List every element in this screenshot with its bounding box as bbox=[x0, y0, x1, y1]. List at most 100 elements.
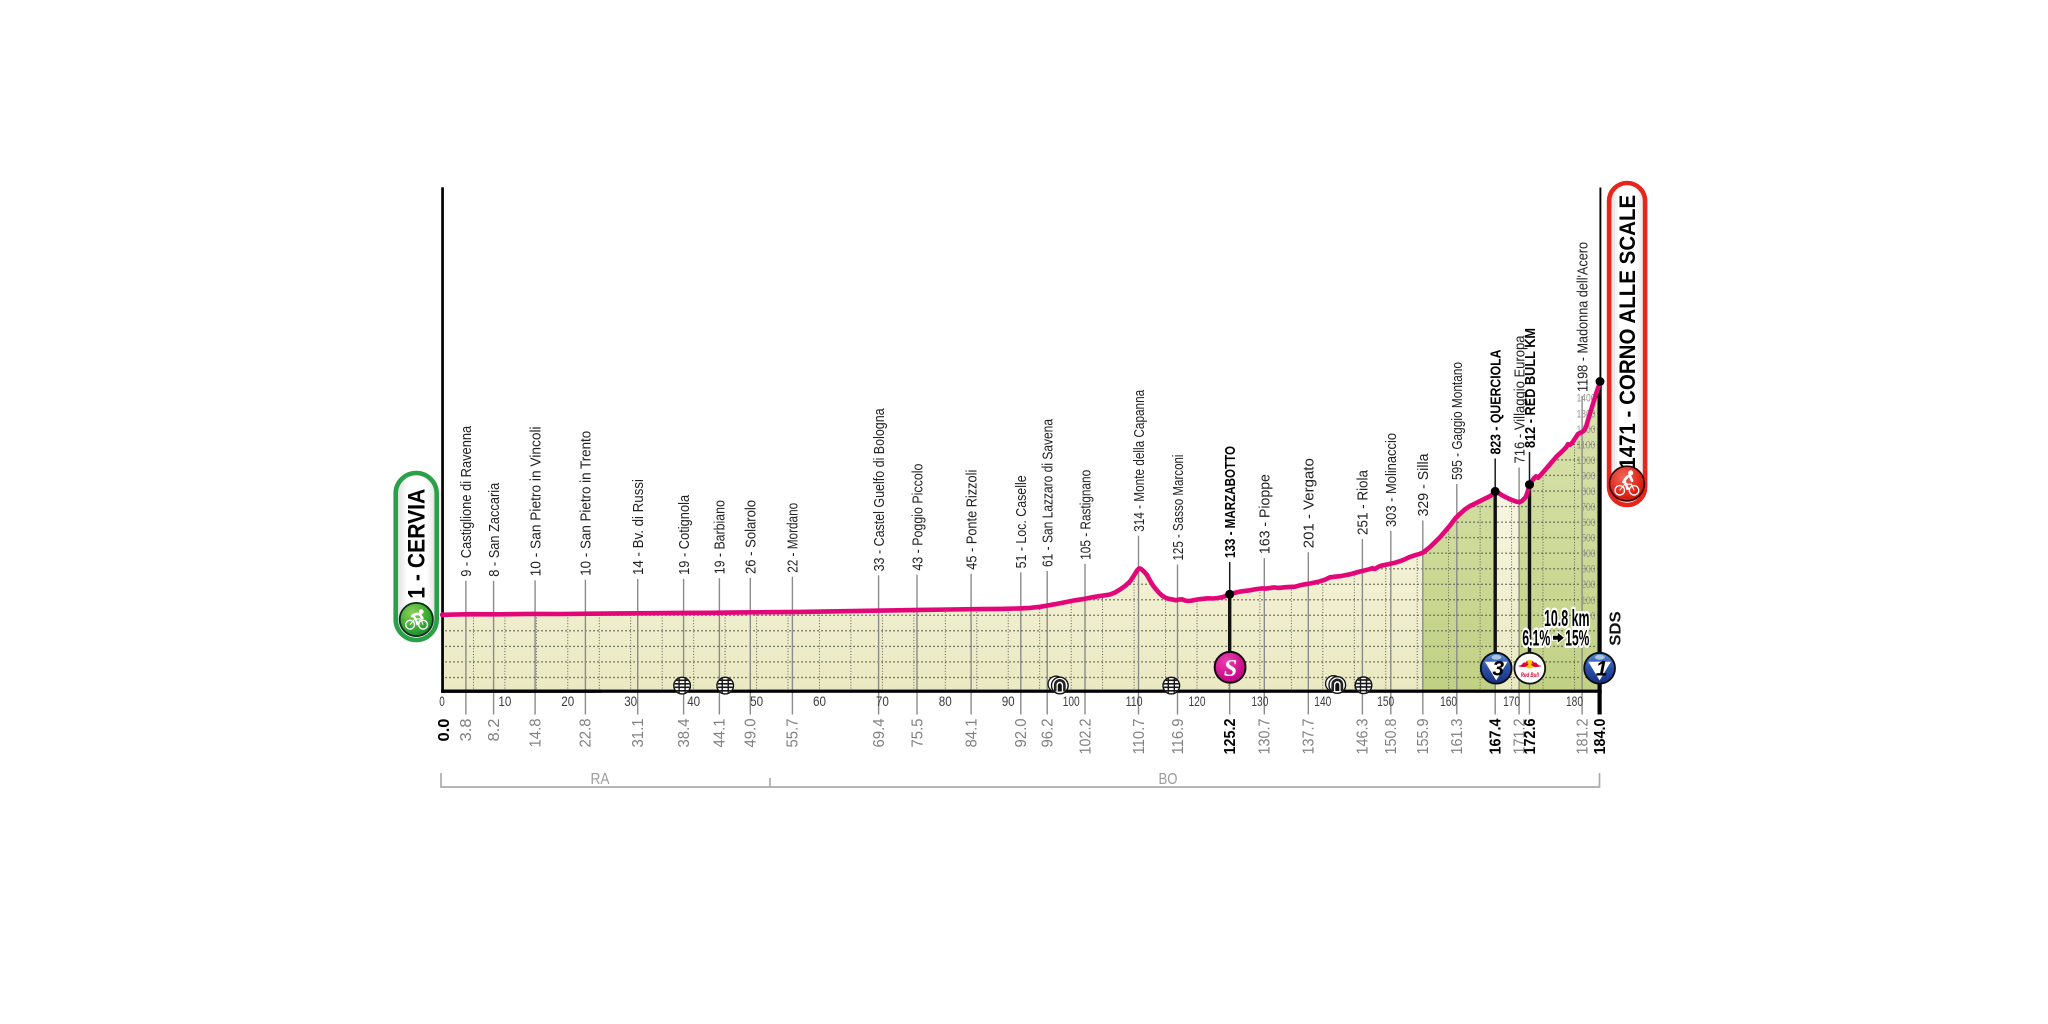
svg-text:100: 100 bbox=[1581, 595, 1595, 607]
svg-text:BO: BO bbox=[1159, 771, 1178, 788]
svg-text:600: 600 bbox=[1581, 517, 1595, 529]
svg-text:92.0: 92.0 bbox=[1013, 718, 1030, 747]
svg-text:90: 90 bbox=[1002, 694, 1015, 709]
svg-text:201 - Vergato: 201 - Vergato bbox=[1301, 458, 1318, 548]
svg-text:96.2: 96.2 bbox=[1040, 719, 1057, 748]
svg-text:1100: 1100 bbox=[1577, 439, 1596, 451]
svg-text:812 - RED BULL KM: 812 - RED BULL KM bbox=[1522, 328, 1539, 448]
svg-text:1000: 1000 bbox=[1577, 455, 1596, 467]
svg-text:51 - Loc. Caselle: 51 - Loc. Caselle bbox=[1013, 475, 1030, 568]
svg-text:700: 700 bbox=[1581, 502, 1595, 514]
svg-text:161.3: 161.3 bbox=[1449, 719, 1466, 755]
svg-text:116.9: 116.9 bbox=[1170, 719, 1187, 755]
svg-text:31.1: 31.1 bbox=[630, 719, 647, 748]
svg-text:184.0: 184.0 bbox=[1592, 719, 1609, 755]
svg-text:61 - San Lazzaro di Savena: 61 - San Lazzaro di Savena bbox=[1040, 418, 1057, 567]
svg-text:84.1: 84.1 bbox=[963, 719, 980, 748]
svg-text:150: 150 bbox=[1377, 694, 1394, 709]
svg-text:329 - Silla: 329 - Silla bbox=[1415, 453, 1432, 517]
svg-text:3: 3 bbox=[1492, 658, 1504, 681]
svg-text:130.7: 130.7 bbox=[1257, 719, 1274, 755]
svg-text:163 - Pioppe: 163 - Pioppe bbox=[1257, 474, 1274, 554]
svg-text:120: 120 bbox=[1189, 694, 1206, 709]
svg-text:75.5: 75.5 bbox=[909, 719, 926, 748]
svg-text:8.2: 8.2 bbox=[486, 719, 503, 742]
svg-text:900: 900 bbox=[1581, 470, 1595, 482]
svg-text:45 - Ponte Rizzoli: 45 - Ponte Rizzoli bbox=[963, 470, 980, 570]
svg-text:823 - QUERCIOLA: 823 - QUERCIOLA bbox=[1488, 349, 1505, 454]
svg-text:Red Bull: Red Bull bbox=[1521, 672, 1539, 679]
svg-text:RA: RA bbox=[591, 771, 611, 788]
svg-text:14 - Bv. di Russi: 14 - Bv. di Russi bbox=[630, 479, 647, 575]
svg-text:155.9: 155.9 bbox=[1415, 719, 1432, 755]
svg-text:22 - Mordano: 22 - Mordano bbox=[785, 503, 802, 573]
svg-text:22.8: 22.8 bbox=[578, 719, 595, 748]
svg-text:20: 20 bbox=[561, 694, 574, 709]
svg-text:80: 80 bbox=[939, 694, 952, 709]
svg-text:40: 40 bbox=[687, 694, 700, 709]
svg-text:70: 70 bbox=[876, 694, 889, 709]
svg-text:55.7: 55.7 bbox=[785, 719, 802, 748]
svg-text:125.2: 125.2 bbox=[1222, 719, 1239, 755]
svg-text:44.1: 44.1 bbox=[712, 719, 729, 748]
svg-text:100: 100 bbox=[1063, 694, 1080, 709]
svg-text:102.2: 102.2 bbox=[1077, 719, 1094, 755]
svg-text:110.7: 110.7 bbox=[1131, 719, 1148, 755]
svg-text:300: 300 bbox=[1581, 564, 1595, 576]
svg-text:314 - Monte della Capanna: 314 - Monte della Capanna bbox=[1131, 389, 1148, 532]
svg-text:200: 200 bbox=[1581, 579, 1595, 591]
svg-text:33 - Castel Guelfo di Bologna: 33 - Castel Guelfo di Bologna bbox=[871, 408, 888, 572]
svg-text:30: 30 bbox=[624, 694, 637, 709]
svg-text:110: 110 bbox=[1126, 694, 1143, 709]
svg-text:50: 50 bbox=[750, 694, 763, 709]
svg-text:172.6: 172.6 bbox=[1522, 718, 1539, 754]
svg-text:0: 0 bbox=[1591, 610, 1596, 622]
svg-text:S: S bbox=[1224, 656, 1237, 682]
svg-text:140: 140 bbox=[1314, 694, 1331, 709]
svg-text:26 - Solarolo: 26 - Solarolo bbox=[743, 500, 760, 574]
svg-text:9 - Castiglione di Ravenna: 9 - Castiglione di Ravenna bbox=[458, 425, 475, 577]
svg-text:595 - Gaggio Montano: 595 - Gaggio Montano bbox=[1449, 362, 1466, 480]
svg-text:146.3: 146.3 bbox=[1355, 719, 1372, 755]
svg-text:130: 130 bbox=[1251, 694, 1268, 709]
svg-text:180: 180 bbox=[1566, 694, 1583, 709]
svg-text:251 - Riola: 251 - Riola bbox=[1355, 469, 1372, 535]
svg-text:400: 400 bbox=[1581, 548, 1595, 560]
svg-text:0.0: 0.0 bbox=[436, 719, 453, 742]
svg-text:6.1%: 6.1% bbox=[1522, 625, 1550, 650]
svg-text:0: 0 bbox=[439, 694, 445, 709]
svg-text:3.8: 3.8 bbox=[458, 719, 475, 742]
svg-text:160: 160 bbox=[1440, 694, 1457, 709]
svg-text:137.7: 137.7 bbox=[1301, 719, 1318, 755]
svg-text:1400: 1400 bbox=[1577, 393, 1596, 405]
svg-text:1 - CERVIA: 1 - CERVIA bbox=[404, 489, 431, 599]
svg-text:10: 10 bbox=[498, 694, 511, 709]
svg-text:8 - San Zaccaria: 8 - San Zaccaria bbox=[486, 482, 503, 577]
svg-text:19 - Barbiano: 19 - Barbiano bbox=[712, 500, 729, 574]
svg-text:10 - San Pietro in Vincoli: 10 - San Pietro in Vincoli bbox=[527, 426, 544, 576]
svg-text:1471 - CORNO ALLE SCALE: 1471 - CORNO ALLE SCALE bbox=[1615, 195, 1640, 469]
svg-text:125 - Sasso Marconi: 125 - Sasso Marconi bbox=[1170, 455, 1187, 561]
svg-text:1198 - Madonna dell'Acero: 1198 - Madonna dell'Acero bbox=[1574, 242, 1591, 392]
svg-text:10.8 km: 10.8 km bbox=[1544, 605, 1590, 631]
svg-text:14.8: 14.8 bbox=[527, 719, 544, 748]
svg-text:150.8: 150.8 bbox=[1383, 719, 1400, 755]
svg-text:49.0: 49.0 bbox=[743, 718, 760, 747]
svg-text:167.4: 167.4 bbox=[1488, 718, 1505, 754]
svg-text:171.2: 171.2 bbox=[1511, 719, 1528, 755]
svg-text:181.2: 181.2 bbox=[1574, 719, 1591, 755]
svg-text:800: 800 bbox=[1581, 486, 1595, 498]
svg-text:500: 500 bbox=[1581, 533, 1595, 545]
svg-text:69.4: 69.4 bbox=[871, 718, 888, 747]
svg-text:303 - Molinaccio: 303 - Molinaccio bbox=[1383, 433, 1400, 527]
svg-text:10 - San Pietro in Trento: 10 - San Pietro in Trento bbox=[578, 431, 595, 576]
svg-text:170: 170 bbox=[1503, 694, 1520, 709]
svg-text:716 - Villaggio Europa: 716 - Villaggio Europa bbox=[1511, 335, 1528, 464]
svg-text:19 - Cotignola: 19 - Cotignola bbox=[676, 494, 693, 575]
svg-text:43 - Poggio Piccolo: 43 - Poggio Piccolo bbox=[909, 464, 926, 571]
svg-text:60: 60 bbox=[813, 694, 826, 709]
svg-text:SDS: SDS bbox=[1607, 611, 1624, 646]
svg-text:38.4: 38.4 bbox=[676, 718, 693, 747]
svg-text:1: 1 bbox=[1596, 658, 1608, 681]
svg-text:15%: 15% bbox=[1565, 625, 1589, 650]
